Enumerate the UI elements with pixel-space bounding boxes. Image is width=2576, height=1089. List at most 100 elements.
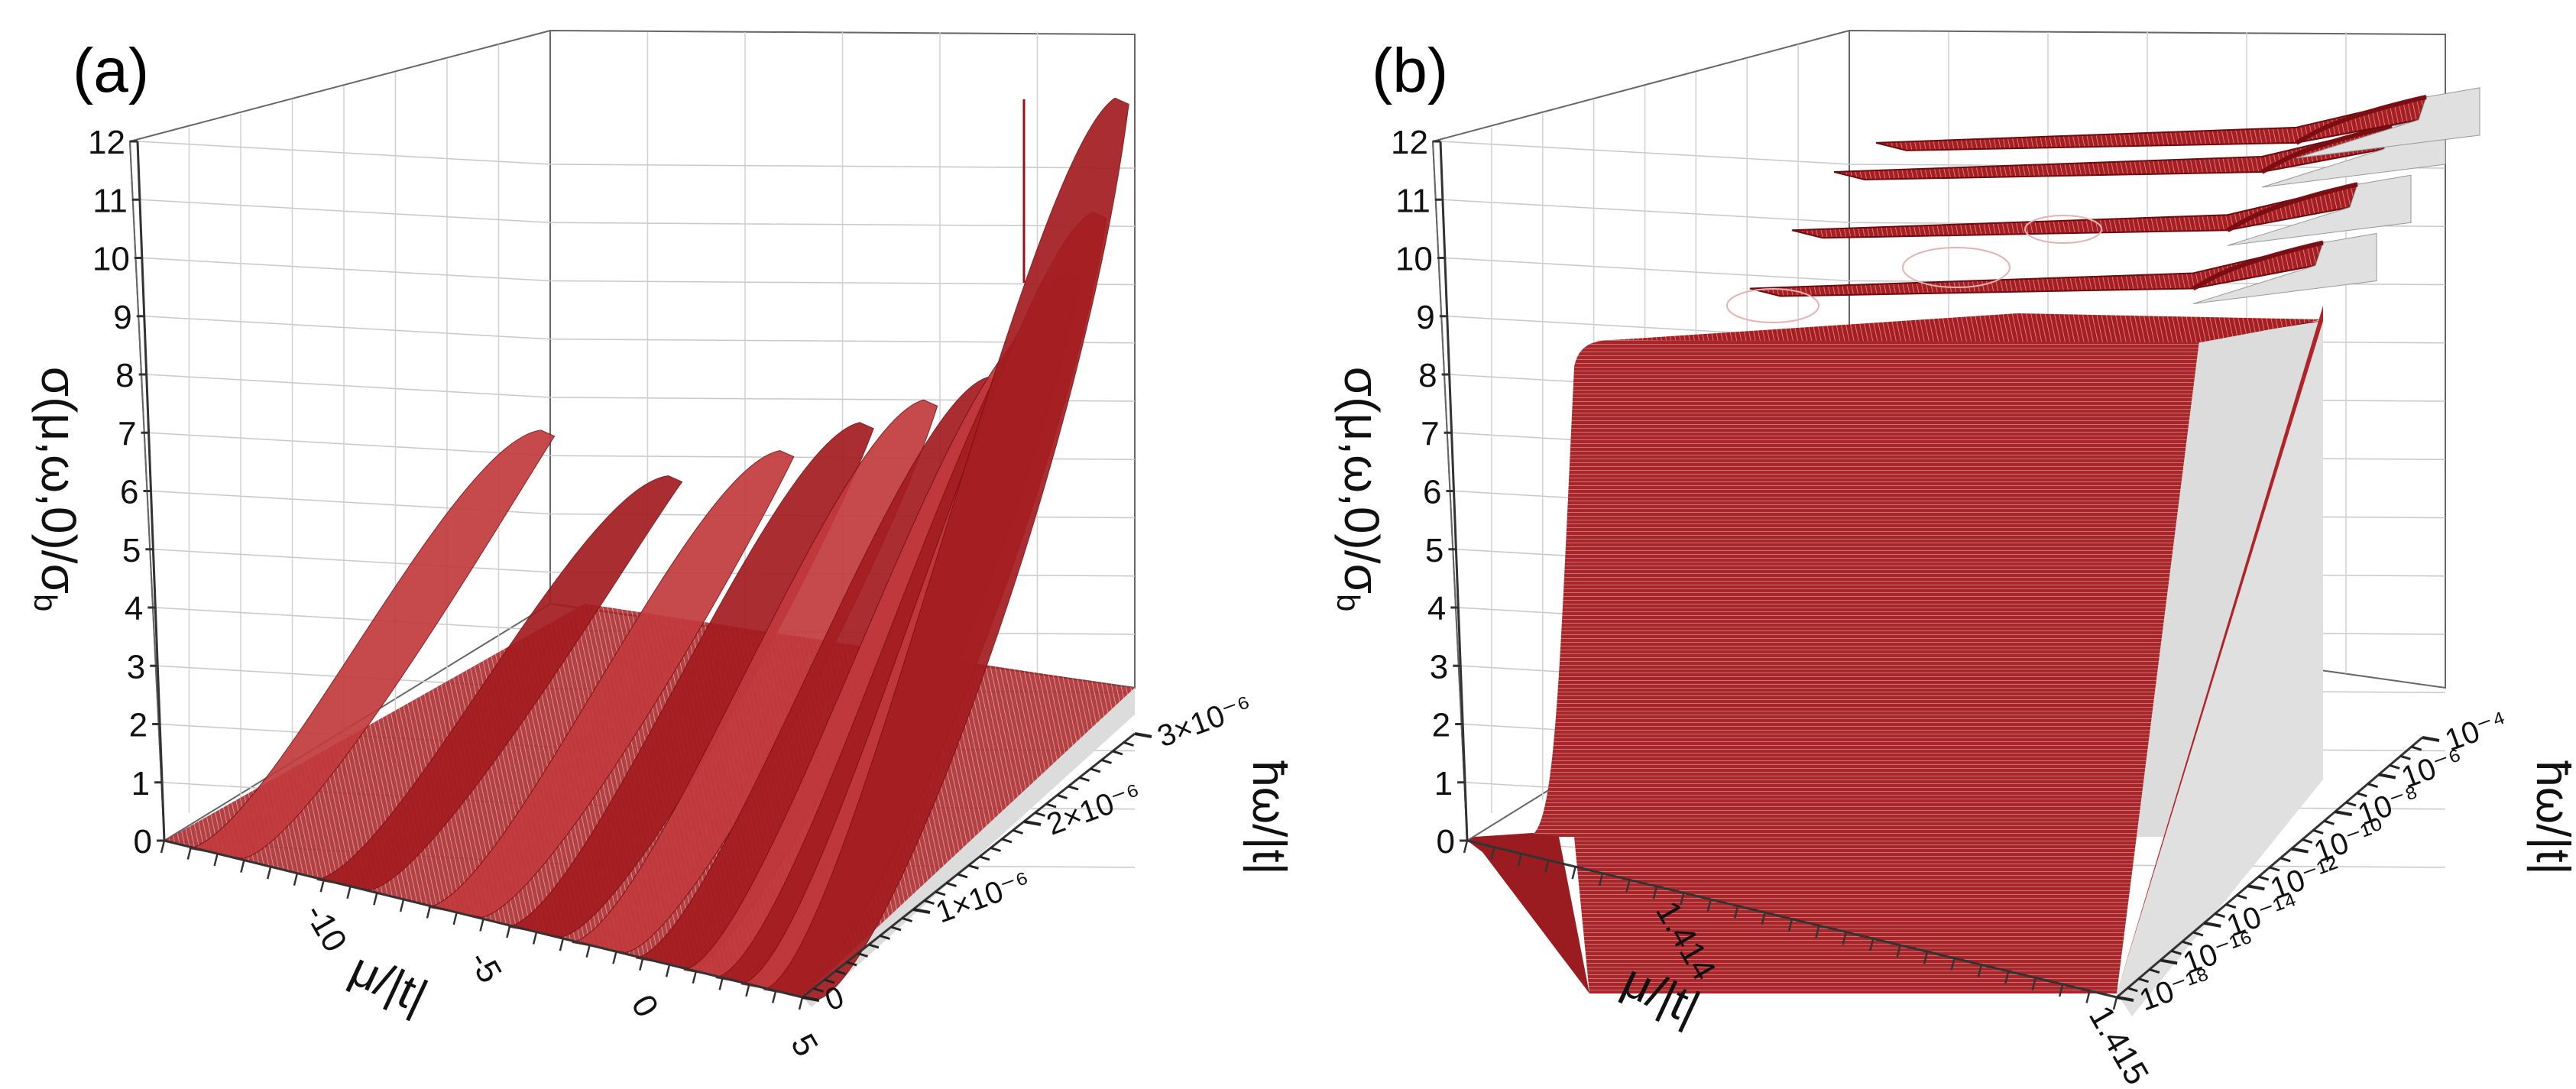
x-tick-label: 0 <box>624 989 666 1024</box>
x-tick <box>479 919 484 932</box>
x-tick <box>612 951 617 964</box>
z-tick-label: 3 <box>127 648 145 685</box>
panel-b-surface <box>1467 87 2480 1016</box>
y-tick <box>2182 940 2193 946</box>
z-tick-label: 5 <box>122 532 141 569</box>
x-tick <box>639 958 644 971</box>
x-tick <box>1842 932 1848 945</box>
z-axis-line <box>136 141 166 841</box>
surface-ripple <box>1902 247 2011 288</box>
x-tick <box>2004 971 2010 984</box>
y-tick <box>1035 812 1045 817</box>
x-tick <box>2112 997 2118 1010</box>
y-tick <box>912 908 931 914</box>
x-tick <box>399 899 405 912</box>
surface-ripple <box>2024 215 2102 244</box>
y-tick <box>2280 857 2291 863</box>
z-gridline <box>139 199 1136 227</box>
y-tick <box>2345 801 2357 807</box>
y-tick <box>2138 977 2150 984</box>
z-axis-line <box>1439 141 1469 841</box>
step-edge <box>2226 182 2358 232</box>
y-tick <box>1123 741 1134 747</box>
y-tick <box>2215 912 2226 919</box>
y-tick <box>2192 931 2204 937</box>
y-tick <box>813 987 824 993</box>
x-tick <box>160 840 166 854</box>
panel-a-y-axis-label: ħω/|t| <box>1243 760 1295 875</box>
y-tick <box>935 890 946 896</box>
step-plateau <box>1791 183 2359 239</box>
panel-a-surface-side <box>802 688 1135 1007</box>
y-tick <box>924 899 935 905</box>
x-tick <box>1490 847 1495 860</box>
y-tick <box>2269 866 2280 872</box>
x-tick <box>1598 873 1604 886</box>
x-tick <box>585 945 591 958</box>
y-tick <box>824 978 835 984</box>
x-tick <box>665 964 671 977</box>
y-tick-label: 0 <box>821 980 848 1018</box>
x-tick <box>532 932 538 945</box>
panel-a-z-axis-label: σ(μ,ω,0)/σb <box>28 367 86 612</box>
panel-b-y-axis-label: ħω/|t| <box>2526 760 2576 875</box>
z-tick-label: 4 <box>125 590 143 627</box>
step-edge <box>2295 94 2427 145</box>
step-edge <box>2192 240 2324 291</box>
ridge <box>508 422 874 938</box>
y-tick <box>2411 745 2422 751</box>
z-tick-label: 7 <box>118 415 136 452</box>
y-tick <box>979 855 990 861</box>
surface-ripple <box>1726 288 1819 323</box>
step-side <box>2227 174 2412 246</box>
ridge <box>189 429 556 859</box>
z-tick-label: 12 <box>88 124 125 161</box>
y-tick <box>2127 987 2138 993</box>
y-tick <box>968 864 979 870</box>
x-tick <box>1815 925 1820 938</box>
x-tick <box>1652 886 1658 899</box>
z-tick-label: 2 <box>1432 707 1450 744</box>
x-tick <box>373 893 378 906</box>
panel-b-surface-front <box>1528 329 2201 993</box>
x-tick <box>452 912 458 925</box>
y-tick <box>2116 996 2134 1002</box>
panel-a-label: (a) <box>73 36 149 105</box>
y-tick <box>1134 732 1152 738</box>
x-tick <box>1869 938 1874 951</box>
y-tick-label: 3×10⁻⁶ <box>1153 689 1256 754</box>
z-gridline <box>141 257 1136 286</box>
y-tick <box>2258 875 2270 881</box>
x-tick <box>2031 977 2036 990</box>
x-tick <box>1787 919 1793 932</box>
y-tick <box>1101 759 1112 764</box>
panel-b-label: (b) <box>1372 36 1448 105</box>
y-tick <box>1045 802 1057 809</box>
panel-a-x-axis-label: μ/|t| <box>342 943 436 1024</box>
y-tick <box>2378 773 2396 779</box>
x-tick <box>1680 893 1685 906</box>
y-tick <box>1001 838 1013 844</box>
z-tick-label: 11 <box>1395 182 1431 219</box>
x-tick <box>1923 951 1929 964</box>
x-tick <box>692 971 698 984</box>
z-tick-label: 4 <box>1427 590 1446 627</box>
z-tick-label: 1 <box>131 765 150 802</box>
z-tick-label: 8 <box>115 357 134 394</box>
x-tick <box>213 853 219 867</box>
x-tick <box>1571 866 1576 880</box>
y-tick <box>957 873 968 879</box>
x-tick <box>506 925 511 938</box>
x-tick <box>1625 879 1631 893</box>
z-tick-label: 10 <box>1395 241 1433 278</box>
y-tick <box>1079 776 1090 782</box>
z-tick-label: 3 <box>1430 648 1448 685</box>
x-tick <box>1706 899 1712 912</box>
panel-b-steps <box>1726 87 2480 323</box>
x-tick <box>559 938 565 951</box>
y-tick <box>1023 820 1042 826</box>
